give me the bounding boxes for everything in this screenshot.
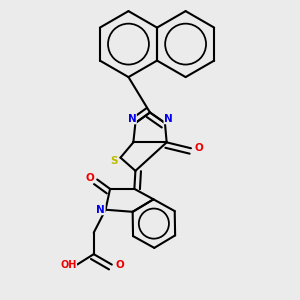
Text: N: N	[96, 205, 105, 215]
Text: N: N	[164, 114, 173, 124]
Text: OH: OH	[60, 260, 76, 270]
Text: S: S	[110, 156, 118, 166]
Text: O: O	[115, 260, 124, 270]
Text: O: O	[85, 173, 94, 183]
Text: N: N	[128, 114, 136, 124]
Text: O: O	[194, 143, 203, 153]
